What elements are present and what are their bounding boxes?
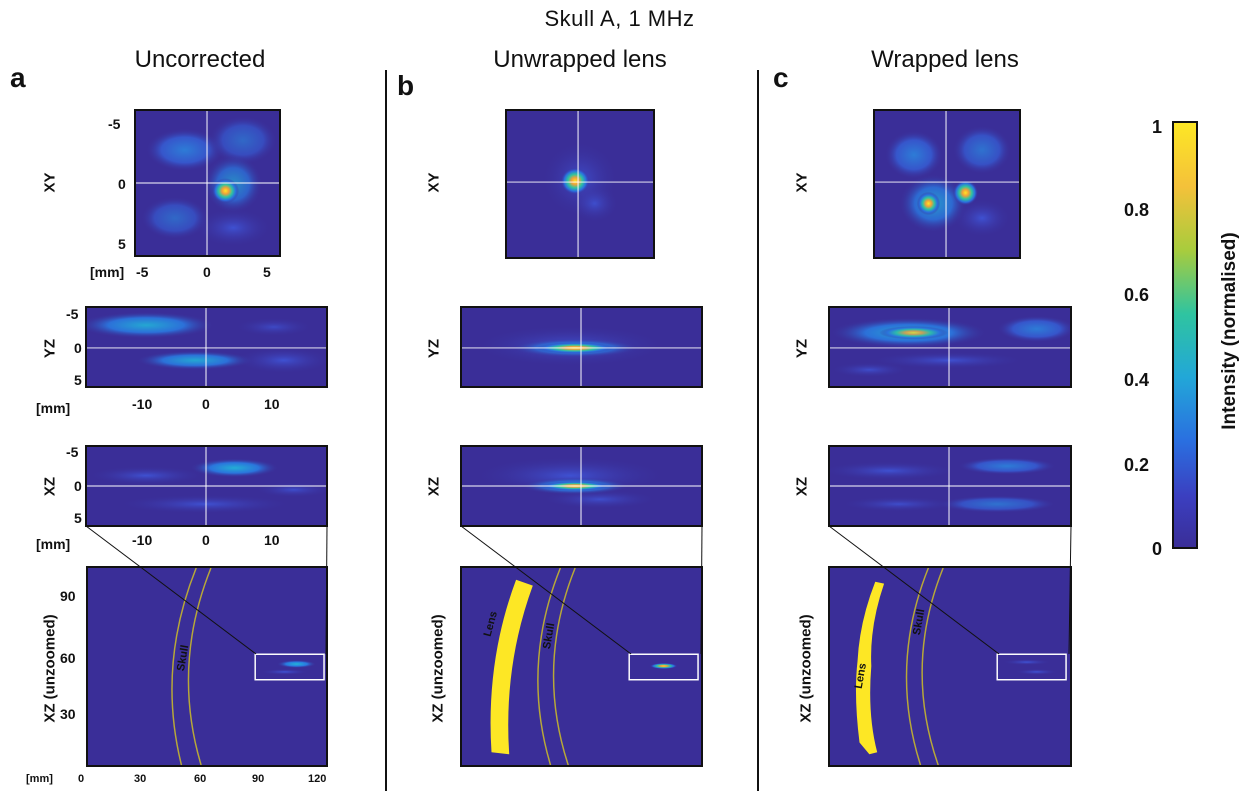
xz-unzoomed-image-unwrapped xyxy=(460,566,703,767)
tick-xz-a-x3: 10 xyxy=(264,532,280,548)
xz-image-wrapped xyxy=(828,445,1072,527)
tick-yz-a-y3: 5 xyxy=(74,372,82,388)
column-label-wrapped: Wrapped lens xyxy=(871,46,1019,73)
tick-unz-a-x4: 90 xyxy=(252,773,265,785)
tick-yz-a-x3: 10 xyxy=(264,396,280,412)
xz-image-unwrapped xyxy=(460,445,703,527)
colorbar-tick-0.6: 0.6 xyxy=(1124,285,1150,305)
tick-yz-a-x1: -10 xyxy=(132,396,153,412)
xz-image-uncorrected xyxy=(85,445,328,527)
colorbar-tick-1: 1 xyxy=(1152,117,1163,137)
colorbar-label: Intensity (normalised) xyxy=(1219,232,1239,430)
colorbar xyxy=(1172,121,1198,549)
tick-unz-a-x2: 30 xyxy=(134,773,147,785)
unit-xy-a: [mm] xyxy=(90,264,125,280)
column-label-uncorrected: Uncorrected xyxy=(134,46,266,73)
unit-xz-a: [mm] xyxy=(36,536,71,552)
tick-unz-a-y3: 30 xyxy=(60,706,76,722)
figure-title: Skull A, 1 MHz xyxy=(544,6,695,31)
panel-letter-b: b xyxy=(397,70,415,101)
yz-image-uncorrected xyxy=(85,306,328,388)
tick-unz-a-y2: 60 xyxy=(60,650,76,666)
tick-xz-a-x1: -10 xyxy=(132,532,153,548)
xz-unzoomed-image-wrapped xyxy=(828,566,1072,767)
panel-letter-c: c xyxy=(773,62,789,93)
tick-xz-a-x2: 0 xyxy=(202,532,210,548)
tick-unz-a-x5: 120 xyxy=(308,773,327,785)
xy-image-unwrapped xyxy=(505,109,655,259)
tick-xy-a-x3: 5 xyxy=(263,264,271,280)
colorbar-tick-0.2: 0.2 xyxy=(1124,455,1150,475)
column-divider-1 xyxy=(385,70,387,791)
tick-yz-a-y1: -5 xyxy=(66,306,79,322)
tick-xy-a-x2: 0 xyxy=(203,264,211,280)
yz-image-wrapped xyxy=(828,306,1072,388)
column-label-unwrapped: Unwrapped lens xyxy=(493,46,667,73)
tick-unz-a-x3: 60 xyxy=(194,773,207,785)
column-divider-2 xyxy=(757,70,759,791)
yz-image-unwrapped xyxy=(460,306,703,388)
unit-unz-a: [mm] xyxy=(26,773,53,785)
xz-unzoomed-image-uncorrected xyxy=(86,566,328,767)
tick-xz-a-y2: 0 xyxy=(74,478,82,494)
tick-yz-a-x2: 0 xyxy=(202,396,210,412)
tick-unz-a-x1: 0 xyxy=(78,773,85,785)
xy-image-wrapped xyxy=(873,109,1021,259)
tick-xy-a-y3: 5 xyxy=(118,236,126,252)
tick-xy-a-y2: 0 xyxy=(118,176,126,192)
colorbar-tick-0.8: 0.8 xyxy=(1124,200,1150,220)
panel-letter-a: a xyxy=(10,62,26,93)
tick-xz-a-y3: 5 xyxy=(74,510,82,526)
tick-xy-a-x1: -5 xyxy=(136,264,149,280)
tick-yz-a-y2: 0 xyxy=(74,340,82,356)
colorbar-tick-0.4: 0.4 xyxy=(1124,370,1150,390)
xy-image-uncorrected xyxy=(134,109,281,257)
tick-xy-a-y1: -5 xyxy=(108,116,121,132)
colorbar-tick-0: 0 xyxy=(1152,539,1163,559)
unit-yz-a: [mm] xyxy=(36,400,71,416)
tick-xz-a-y1: -5 xyxy=(66,444,79,460)
tick-unz-a-y1: 90 xyxy=(60,588,76,604)
